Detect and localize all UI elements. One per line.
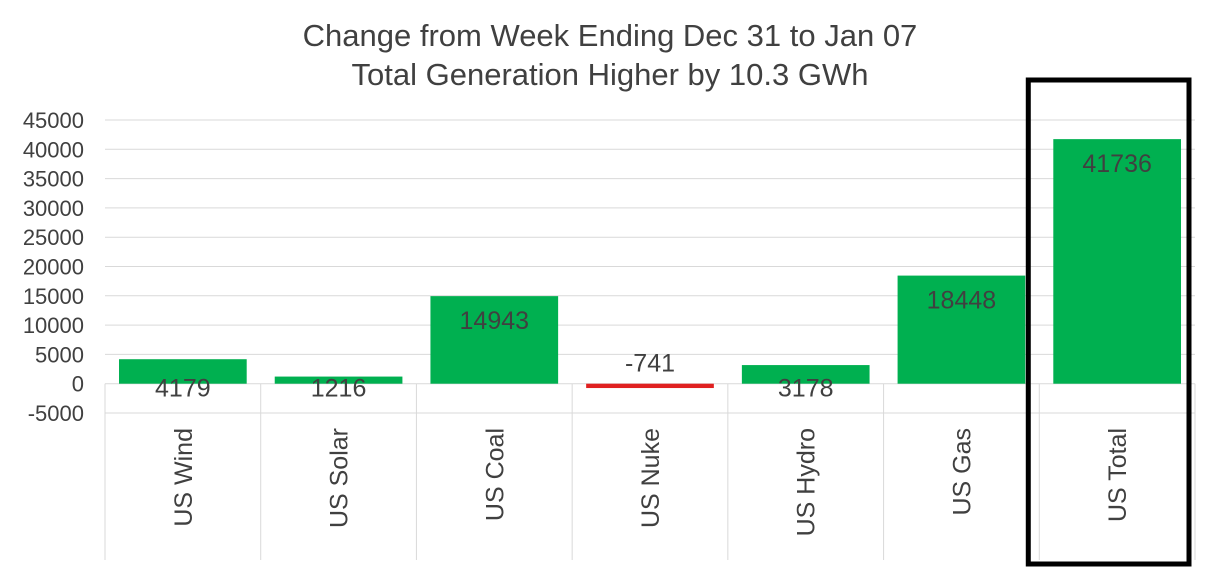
data-label: 1216 [311,375,367,403]
x-axis-ticks: US Wind US Solar US Coal US Nuke US Hydro US … [170,428,1132,536]
bar-us-coal [430,296,559,384]
gridlines [104,119,1196,560]
x-tick-label: US Nuke [637,428,665,528]
chart-subtitle: Total Generation Higher by 10.3 GWh [352,57,869,92]
y-tick-label: 40000 [23,137,84,162]
y-tick-label: 20000 [23,255,84,280]
bar-us-nuke [586,383,714,389]
highlight-box [1025,77,1192,567]
x-tick-label: US Hydro [793,428,821,536]
data-label: -741 [625,350,675,378]
y-axis-ticks: -5000 0 5000 10000 15000 20000 25000 30000 35000… [23,108,84,426]
y-tick-label: 5000 [35,342,84,367]
y-tick-label: 25000 [23,225,84,250]
bar-us-wind [119,359,247,384]
bar-us-total [1053,139,1181,384]
y-tick-label: -5000 [28,401,84,426]
bar-us-gas [897,275,1026,384]
y-tick-label: 10000 [23,313,84,338]
y-tick-label: 45000 [23,108,84,133]
x-tick-label: US Gas [948,428,976,516]
bar-us-hydro [741,365,870,384]
data-label: 18448 [927,287,997,315]
data-label: 3178 [778,375,834,403]
x-tick-label: US Solar [326,428,354,528]
x-tick-label: US Total [1104,428,1132,522]
data-label: 41736 [1082,150,1152,178]
bar-us-solar [274,376,403,384]
bars [119,139,1181,389]
chart-title: Change from Week Ending Dec 31 to Jan 07 [303,18,918,53]
y-tick-label: 35000 [23,167,84,192]
x-tick-label: US Coal [481,428,509,521]
y-tick-label: 0 [72,372,84,397]
y-tick-label: 30000 [23,196,84,221]
data-label: 4179 [155,375,211,403]
y-tick-label: 15000 [23,284,84,309]
data-label: 14943 [460,307,530,335]
data-labels: 4179 1216 14943 -741 3178 18448 41736 [155,150,1152,403]
x-tick-label: US Wind [170,428,198,527]
